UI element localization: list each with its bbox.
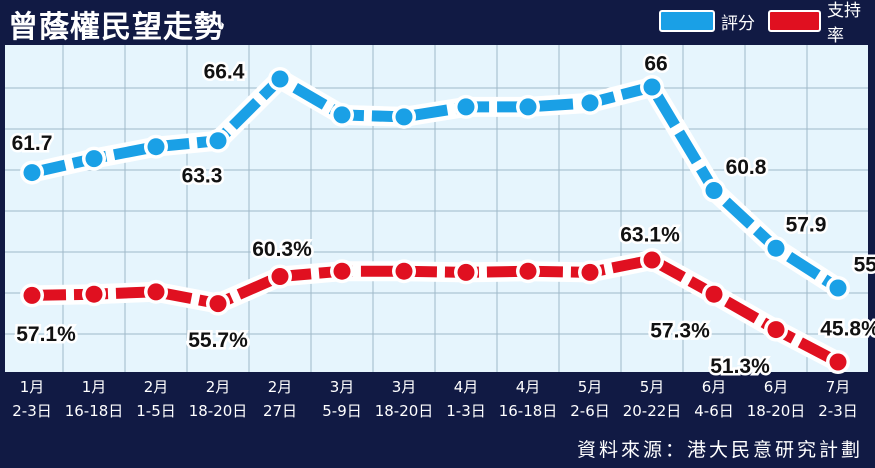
series-1-point-10 (643, 251, 661, 269)
series-1-point-0 (23, 286, 41, 304)
series-0-data-label-10: 66 (644, 53, 667, 76)
series-0-point-3 (209, 132, 227, 150)
source-note: 資料來源：港大民意研究計劃 (576, 439, 863, 461)
series-1-point-8 (519, 262, 537, 280)
series-0-point-10 (643, 78, 661, 96)
x-tick-date-9: 2-6日 (570, 402, 610, 420)
x-tick-date-11: 4-6日 (694, 402, 734, 420)
series-1-data-label-4: 60.3% (252, 238, 312, 261)
x-tick-month-9: 5月 (578, 378, 603, 396)
series-0-data-label-4: 66.4 (204, 61, 245, 84)
x-tick-date-10: 20-22日 (623, 402, 682, 420)
legend-swatch-score (659, 10, 715, 32)
x-tick-date-5: 5-9日 (322, 402, 362, 420)
legend-label-support: 支持率 (826, 1, 861, 46)
legend-item-score: 評分 (659, 8, 755, 34)
x-tick-date-13: 2-3日 (818, 402, 858, 420)
series-1-data-label-11: 57.3% (650, 320, 710, 343)
x-tick-date-6: 18-20日 (375, 402, 434, 420)
series-0-data-label-13: 55.9 (854, 254, 875, 277)
series-0-point-12 (767, 239, 785, 257)
series-0-point-7 (457, 98, 475, 116)
series-0-point-5 (333, 106, 351, 124)
series-0-point-4 (271, 70, 289, 88)
series-1-point-9 (581, 263, 599, 281)
series-1-point-13 (829, 353, 847, 371)
series-1-data-label-12: 51.3% (710, 355, 770, 378)
x-tick-date-0: 2-3日 (12, 402, 52, 420)
series-1-point-4 (271, 268, 289, 286)
x-tick-month-13: 7月 (826, 378, 851, 396)
series-1-point-3 (209, 295, 227, 313)
x-tick-month-4: 2月 (268, 378, 293, 396)
series-0-point-0 (23, 164, 41, 182)
series-1-data-label-10: 63.1% (620, 224, 680, 247)
x-tick-month-10: 5月 (640, 378, 665, 396)
series-0-point-1 (85, 150, 103, 168)
x-tick-month-6: 3月 (392, 378, 417, 396)
series-0-point-13 (829, 279, 847, 297)
series-0-point-6 (395, 108, 413, 126)
x-tick-month-3: 2月 (206, 378, 231, 396)
series-1-point-7 (457, 263, 475, 281)
x-tick-date-2: 1-5日 (136, 402, 176, 420)
series-1-point-5 (333, 262, 351, 280)
x-tick-month-1: 1月 (82, 378, 107, 396)
x-tick-month-8: 4月 (516, 378, 541, 396)
x-tick-date-7: 1-3日 (446, 402, 486, 420)
series-0-data-label-0: 61.7 (12, 132, 53, 155)
series-0-point-2 (147, 138, 165, 156)
series-0-point-9 (581, 94, 599, 112)
series-1-point-6 (395, 262, 413, 280)
x-tick-month-2: 2月 (144, 378, 169, 396)
legend-label-score: 評分 (721, 13, 755, 34)
legend-item-support: 支持率 (768, 1, 875, 46)
chart-title: 曾蔭權民望走勢 (8, 10, 225, 45)
series-0-data-label-3: 63.3 (182, 164, 223, 187)
legend-swatch-support (768, 10, 821, 32)
x-tick-date-1: 16-18日 (65, 402, 124, 420)
series-1-data-label-3: 55.7% (188, 329, 248, 352)
x-tick-date-3: 18-20日 (189, 402, 248, 420)
series-1-point-12 (767, 321, 785, 339)
series-1-point-1 (85, 285, 103, 303)
x-tick-month-7: 4月 (454, 378, 479, 396)
series-1-point-2 (147, 283, 165, 301)
x-tick-date-4: 27日 (263, 402, 297, 420)
series-1-data-label-13: 45.8% (820, 318, 875, 341)
x-tick-month-5: 3月 (330, 378, 355, 396)
series-0-point-11 (705, 181, 723, 199)
series-0-point-8 (519, 98, 537, 116)
series-1-point-11 (705, 285, 723, 303)
x-tick-month-0: 1月 (20, 378, 45, 396)
series-1-data-label-0: 57.1% (16, 323, 76, 346)
x-tick-month-12: 6月 (764, 378, 789, 396)
x-tick-month-11: 6月 (702, 378, 727, 396)
x-tick-date-12: 18-20日 (747, 402, 806, 420)
series-0-data-label-11: 60.8 (726, 156, 767, 179)
series-0-data-label-12: 57.9 (786, 214, 827, 237)
x-tick-date-8: 16-18日 (499, 402, 558, 420)
